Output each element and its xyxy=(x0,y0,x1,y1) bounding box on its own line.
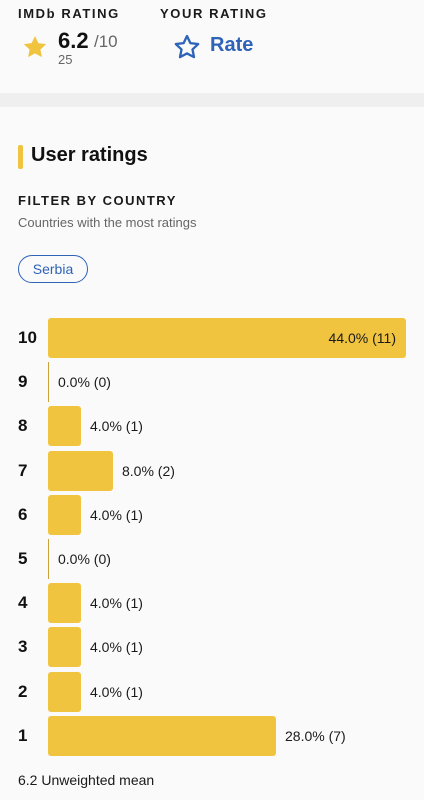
rating-score-label: 6 xyxy=(18,504,28,524)
rating-percentage-label: 0.0% (0) xyxy=(58,551,111,567)
rating-row-1: 1 28.0% (7) xyxy=(0,715,424,756)
imdb-rating-value: 6.2 xyxy=(58,28,89,53)
rate-button[interactable]: Rate xyxy=(210,34,254,56)
rating-bar xyxy=(48,494,81,535)
rating-bar xyxy=(48,450,113,491)
rating-bar xyxy=(48,671,81,712)
rating-score-label: 10 xyxy=(18,328,37,347)
rating-percentage-label: 4.0% (1) xyxy=(90,683,143,700)
section-title: User ratings xyxy=(31,144,148,166)
country-chip-serbia[interactable]: Serbia xyxy=(18,255,88,283)
rating-bar xyxy=(48,318,406,358)
section-accent-bar xyxy=(18,145,23,169)
rating-percentage-label: 4.0% (1) xyxy=(90,418,143,435)
rating-score-label: 8 xyxy=(18,416,28,436)
rating-row-6: 6 4.0% (1) xyxy=(0,494,424,535)
rating-bar xyxy=(48,583,81,624)
rating-row-10: 10 44.0% (11) xyxy=(0,318,424,358)
rating-bar xyxy=(48,715,276,756)
unweighted-mean: 6.2 Unweighted mean xyxy=(18,772,155,788)
rating-summary: IMDb RATING 6.2 /10 25 YOUR RATING Rate xyxy=(0,0,424,93)
your-rating-label: YOUR RATING xyxy=(160,6,268,21)
rating-percentage-label: 4.0% (1) xyxy=(90,595,143,612)
rating-bar xyxy=(48,627,81,668)
rating-row-2: 2 4.0% (1) xyxy=(0,671,424,712)
rating-bar xyxy=(48,406,81,447)
rating-score-label: 9 xyxy=(18,372,28,392)
star-filled-icon xyxy=(23,35,47,58)
rating-percentage-label: 8.0% (2) xyxy=(122,462,175,479)
filter-subtitle: Countries with the most ratings xyxy=(18,215,197,230)
star-outline-icon[interactable] xyxy=(173,33,201,61)
imdb-rating-label: IMDb RATING xyxy=(18,6,120,21)
filter-heading: FILTER BY COUNTRY xyxy=(18,193,177,208)
rating-percentage-label: 0.0% (0) xyxy=(58,374,111,391)
rating-row-5: 5 0.0% (0) xyxy=(0,539,424,579)
rating-row-4: 4 4.0% (1) xyxy=(0,583,424,624)
rating-score-label: 2 xyxy=(18,681,28,701)
rating-bar xyxy=(48,539,49,579)
rating-score-label: 3 xyxy=(18,637,28,657)
rating-score-label: 4 xyxy=(18,593,28,613)
rating-percentage-label: 4.0% (1) xyxy=(90,506,143,523)
rating-percentage-label: 4.0% (1) xyxy=(90,639,143,656)
rating-bar xyxy=(48,362,49,403)
vote-count: 25 xyxy=(58,52,73,67)
rating-max: /10 xyxy=(94,32,118,51)
rating-row-7: 7 8.0% (2) xyxy=(0,450,424,491)
rating-score-label: 5 xyxy=(18,549,28,568)
rating-score-label: 7 xyxy=(18,460,28,480)
rating-percentage-label: 44.0% (11) xyxy=(328,330,396,346)
rating-percentage-label: 28.0% (7) xyxy=(285,727,346,744)
rating-row-9: 9 0.0% (0) xyxy=(0,362,424,403)
rating-score-label: 1 xyxy=(18,725,28,745)
rating-row-8: 8 4.0% (1) xyxy=(0,406,424,447)
rating-row-3: 3 4.0% (1) xyxy=(0,627,424,668)
